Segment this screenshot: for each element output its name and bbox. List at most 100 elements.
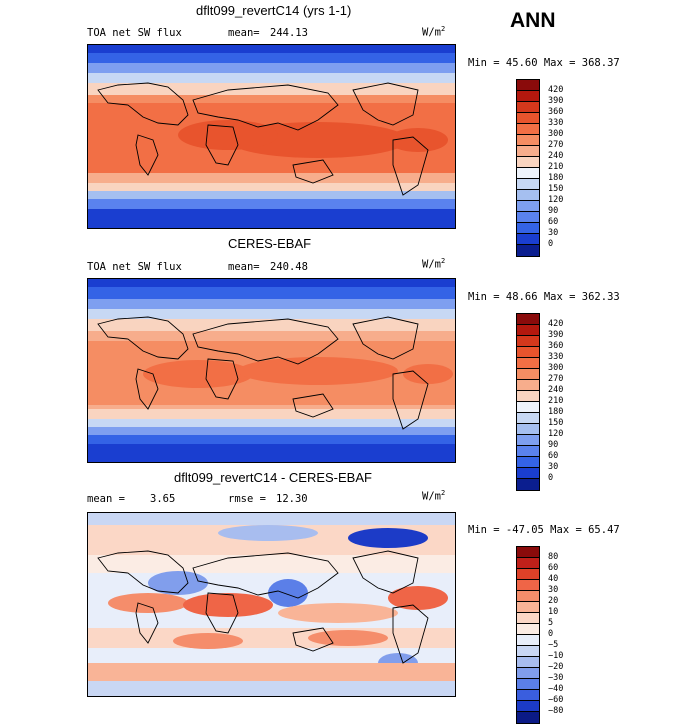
- panel3-map-svg: [88, 513, 455, 696]
- panel1-tick: 90: [548, 206, 559, 216]
- panel3-map: [87, 512, 456, 697]
- panel1-colorbar-swatch: [517, 223, 539, 234]
- panel1-tick: 240: [548, 151, 564, 161]
- panel2-colorbar-swatch: [517, 446, 539, 457]
- panel2-tick: 240: [548, 385, 564, 395]
- panel1-tick: 270: [548, 140, 564, 150]
- panel2-map: [87, 278, 456, 463]
- panel1-mean-label: mean=: [228, 27, 260, 39]
- panel3-range: Min = -47.05 Max = 65.47: [468, 524, 620, 536]
- panel2-tick: 330: [548, 352, 564, 362]
- panel2-tick: 180: [548, 407, 564, 417]
- panel2-colorbar-swatch: [517, 468, 539, 479]
- panel2-colorbar-swatch: [517, 347, 539, 358]
- panel1-colorbar-swatch: [517, 80, 539, 91]
- panel3-colorbar-swatch: [517, 613, 539, 624]
- panel3-colorbar-swatch: [517, 558, 539, 569]
- panel1-tick: 30: [548, 228, 559, 238]
- panel3-tick: 0: [548, 629, 554, 639]
- panel2-tick: 90: [548, 440, 559, 450]
- panel2-units: W/m2: [422, 257, 446, 271]
- panel3-colorbar-swatch: [517, 547, 539, 558]
- panel2-colorbar-swatch: [517, 457, 539, 468]
- panel1-colorbar-swatch: [517, 190, 539, 201]
- panel2-map-svg: [88, 279, 455, 462]
- panel2-tick: 120: [548, 429, 564, 439]
- panel3-colorbar-swatch: [517, 679, 539, 690]
- panel3-units: W/m2: [422, 489, 446, 503]
- panel1-colorbar: [516, 79, 540, 257]
- panel1-colorbar-swatch: [517, 212, 539, 223]
- panel1-mean-value: 244.13: [270, 27, 308, 39]
- panel2-variable-label: TOA net SW flux: [87, 261, 182, 273]
- panel3-colorbar-swatch: [517, 624, 539, 635]
- panel2-mean-label: mean=: [228, 261, 260, 273]
- panel1-colorbar-swatch: [517, 91, 539, 102]
- panel2-tick: 300: [548, 363, 564, 373]
- panel2-colorbar-swatch: [517, 479, 539, 490]
- panel3-rmse-value: 12.30: [276, 493, 308, 505]
- panel3-tick: 20: [548, 596, 559, 606]
- panel3-colorbar-swatch: [517, 690, 539, 701]
- panel3-tick: 30: [548, 585, 559, 595]
- panel1-tick: 420: [548, 85, 564, 95]
- panel3-tick: −20: [548, 662, 564, 672]
- panel1-map: [87, 44, 456, 229]
- panel3-colorbar-swatch: [517, 635, 539, 646]
- panel1-variable-label: TOA net SW flux: [87, 27, 182, 39]
- panel2-tick: 210: [548, 396, 564, 406]
- panel2-colorbar-swatch: [517, 402, 539, 413]
- panel1-colorbar-swatch: [517, 157, 539, 168]
- panel1-tick: 0: [548, 239, 554, 249]
- panel2-colorbar-swatch: [517, 424, 539, 435]
- panel3-colorbar-swatch: [517, 580, 539, 591]
- panel1-colorbar-swatch: [517, 135, 539, 146]
- panel1-colorbar-swatch: [517, 146, 539, 157]
- panel3-tick: −60: [548, 695, 564, 705]
- panel3-tick: −80: [548, 706, 564, 716]
- panel2-colorbar-swatch: [517, 336, 539, 347]
- panel1-colorbar-swatch: [517, 201, 539, 212]
- panel1-tick: 120: [548, 195, 564, 205]
- panel3-colorbar-swatch: [517, 646, 539, 657]
- panel3-tick: −30: [548, 673, 564, 683]
- panel1-colorbar-swatch: [517, 124, 539, 135]
- panel1-tick: 180: [548, 173, 564, 183]
- panel3-colorbar-swatch: [517, 591, 539, 602]
- panel1-units: W/m2: [422, 25, 446, 39]
- panel3-tick: 40: [548, 574, 559, 584]
- panel3-colorbar-swatch: [517, 602, 539, 613]
- panel1-colorbar-swatch: [517, 168, 539, 179]
- panel3-colorbar-swatch: [517, 569, 539, 580]
- panel3-colorbar-swatch: [517, 712, 539, 723]
- panel3-colorbar: [516, 546, 540, 724]
- panel3-tick: 5: [548, 618, 554, 628]
- panel3-title: dflt099_revertC14 - CERES-EBAF: [174, 470, 372, 485]
- panel2-tick: 60: [548, 451, 559, 461]
- panel1-colorbar-swatch: [517, 234, 539, 245]
- panel3-tick: −10: [548, 651, 564, 661]
- panel3-rmse-label: rmse =: [228, 493, 266, 505]
- panel2-colorbar-swatch: [517, 413, 539, 424]
- panel2-tick: 270: [548, 374, 564, 384]
- panel2-tick: 420: [548, 319, 564, 329]
- panel2-colorbar-swatch: [517, 314, 539, 325]
- panel2-colorbar-swatch: [517, 369, 539, 380]
- season-label: ANN: [510, 9, 556, 32]
- panel2-title: CERES-EBAF: [228, 236, 312, 251]
- panel1-colorbar-swatch: [517, 113, 539, 124]
- panel2-range: Min = 48.66 Max = 362.33: [468, 291, 620, 303]
- panel3-colorbar-swatch: [517, 668, 539, 679]
- panel2-tick: 30: [548, 462, 559, 472]
- panel3-mean-value: 3.65: [150, 493, 176, 505]
- panel2-tick: 150: [548, 418, 564, 428]
- panel1-colorbar-swatch: [517, 179, 539, 190]
- panel3-tick: 60: [548, 563, 559, 573]
- panel1-tick: 150: [548, 184, 564, 194]
- panel2-colorbar-swatch: [517, 435, 539, 446]
- panel2-colorbar-swatch: [517, 358, 539, 369]
- panel2-mean-value: 240.48: [270, 261, 308, 273]
- panel2-colorbar: [516, 313, 540, 491]
- panel1-tick: 300: [548, 129, 564, 139]
- panel1-tick: 210: [548, 162, 564, 172]
